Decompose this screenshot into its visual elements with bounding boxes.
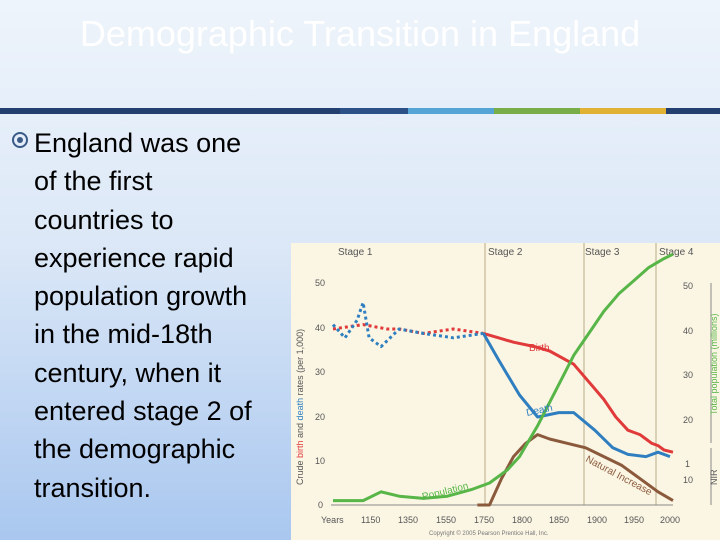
divider-segment [494, 108, 580, 114]
series-line-birth [332, 323, 484, 335]
x-tick-label: 1550 [436, 515, 456, 525]
x-tick-label: 1850 [549, 515, 569, 525]
x-tick-label: 1350 [398, 515, 418, 525]
title-divider [0, 108, 720, 114]
stage-label: Stage 3 [585, 247, 620, 258]
copyright-text: Copyright © 2005 Pearson Prentice Hall, … [429, 530, 549, 537]
x-tick-label: 2000 [660, 515, 680, 525]
x-tick-label: 1900 [587, 515, 607, 525]
series-line-death [331, 301, 484, 349]
x-axis-label: Years [321, 515, 344, 525]
divider-segment [666, 108, 720, 114]
left-tick-label: 20 [315, 412, 325, 422]
left-tick-label: 40 [315, 323, 325, 333]
bullet-text: England was one of the first countries t… [34, 128, 252, 503]
x-tick-label: 1800 [512, 515, 532, 525]
right-axis-label: Total population (millions) [709, 313, 719, 415]
right-tick-label: 50 [683, 281, 693, 291]
left-tick-label: 10 [315, 456, 325, 466]
x-tick-label: 1150 [361, 515, 380, 525]
right-tick-label: 20 [683, 415, 693, 425]
series-line-death [482, 332, 671, 459]
series-layer [331, 252, 674, 507]
divider-segment [0, 108, 340, 114]
series-line-natural-increase [477, 433, 674, 507]
series-line-population [333, 252, 674, 503]
left-tick-label: 50 [315, 278, 325, 288]
nir-axis-label: NIR [709, 469, 719, 485]
demographic-transition-chart: Stage 1 Stage 2 Stage 3 Stage 4 Crude bi… [291, 243, 720, 540]
bullet-list: England was one of the first countries t… [12, 124, 302, 507]
right-tick-label: 30 [683, 370, 693, 380]
series-label-birth: Birth [529, 343, 550, 354]
divider-segment [408, 108, 494, 114]
divider-segment [340, 108, 408, 114]
nir-tick-label: 10 [683, 475, 693, 485]
stage-label: Stage 2 [488, 247, 523, 258]
slide-title: Demographic Transition in England [79, 13, 641, 54]
series-label-natural-increase: Natural Increase [584, 454, 654, 498]
left-axis-label: Crude birth and death rates (per 1,000) [295, 329, 305, 485]
right-tick-label: 40 [683, 326, 693, 336]
left-tick-label: 30 [315, 367, 325, 377]
left-tick-label: 0 [318, 500, 323, 510]
stage-label: Stage 1 [338, 247, 373, 258]
series-label-population: Population [421, 481, 470, 503]
right-tick-label: 1 [685, 459, 690, 469]
divider-segment [580, 108, 666, 114]
series-line-birth [482, 331, 674, 454]
x-tick-label: 1950 [624, 515, 644, 525]
stage-label: Stage 4 [659, 247, 694, 258]
bullet-icon [12, 132, 28, 148]
x-tick-label: 1750 [474, 515, 494, 525]
series-label-death: Death [525, 403, 553, 419]
